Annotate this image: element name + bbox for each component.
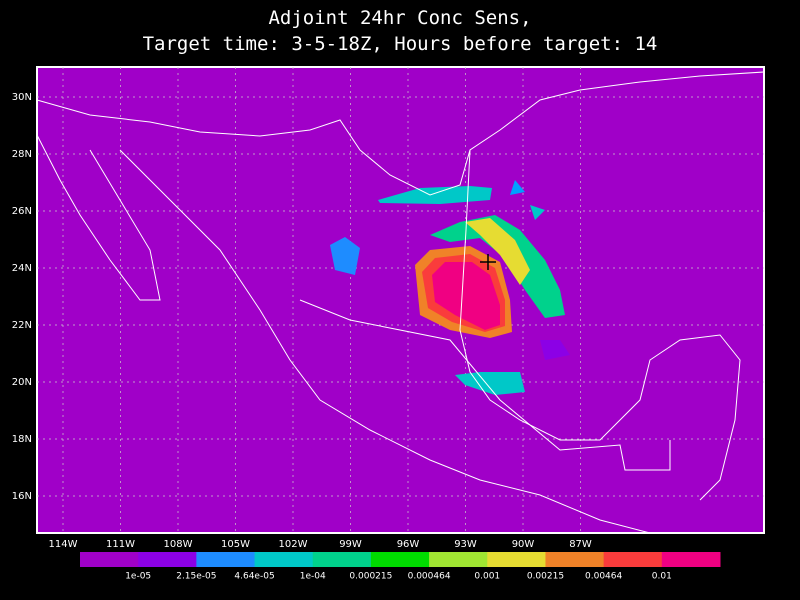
lon-label: 90W	[512, 539, 535, 550]
lon-label: 108W	[164, 539, 193, 550]
colorbar-swatch	[138, 552, 197, 567]
colorbar-label: 0.00464	[585, 572, 622, 582]
colorbar-label: 0.000215	[349, 572, 392, 582]
contour	[510, 180, 525, 195]
contour	[430, 215, 565, 318]
lat-label: 30N	[12, 92, 32, 103]
colorbar-swatch	[545, 552, 605, 567]
sensitivity-field	[330, 180, 570, 395]
target-marker	[480, 254, 496, 270]
title-line: Adjoint 24hr Conc Sens,	[268, 7, 531, 29]
lat-label: 16N	[12, 491, 32, 502]
contour	[540, 340, 570, 360]
colorbar-swatch	[196, 552, 256, 567]
contour	[465, 218, 530, 285]
colorbar-swatch	[603, 552, 663, 567]
lat-label: 18N	[12, 434, 32, 445]
lon-label: 99W	[339, 539, 362, 550]
coast	[459, 149, 741, 501]
contour	[378, 186, 492, 204]
colorbar-swatch	[370, 552, 430, 567]
colorbar-swatch	[312, 552, 372, 567]
lon-label: 114W	[49, 539, 78, 550]
lon-label: 102W	[279, 539, 308, 550]
colorbar-label: 1e-05	[125, 572, 151, 582]
state-lines	[299, 299, 671, 471]
contour	[432, 262, 500, 330]
lon-label: 87W	[569, 539, 592, 550]
colorbar-label: 0.000464	[408, 572, 451, 582]
colorbar-label: 1e-04	[300, 572, 326, 582]
colorbar-swatch	[487, 552, 546, 567]
colorbar-swatch	[661, 552, 721, 567]
colorbar-label: 0.00215	[527, 572, 564, 582]
coast	[36, 134, 161, 301]
colorbar-label: 4.64e-05	[234, 572, 274, 582]
contour	[330, 237, 360, 275]
coast	[119, 149, 651, 534]
contour	[455, 372, 525, 395]
lat-label: 24N	[12, 263, 32, 274]
colorbar-label: 0.01	[652, 572, 672, 582]
colorbar-swatch	[254, 552, 314, 567]
contour	[530, 205, 545, 220]
border	[36, 71, 765, 196]
lon-label: 111W	[106, 539, 135, 550]
lon-label: 93W	[454, 539, 477, 550]
lat-label: 28N	[12, 149, 32, 160]
lat-label: 20N	[12, 377, 32, 388]
colorbar-swatch	[80, 552, 139, 567]
lat-label: 26N	[12, 206, 32, 217]
lat-label: 22N	[12, 320, 32, 331]
colorbar-label: 0.001	[474, 572, 500, 582]
grid	[37, 67, 764, 533]
coastlines	[36, 71, 765, 534]
colorbar-label: 2.15e-05	[176, 572, 216, 582]
colorbar-swatch	[429, 552, 488, 567]
title-line: Target time: 3-5-18Z, Hours before targe…	[143, 33, 658, 55]
colorbar: 1e-05 2.15e-05 4.64e-05 1e-04 0.000215 0.0004…	[80, 552, 721, 582]
lon-label: 105W	[221, 539, 250, 550]
lon-label: 96W	[397, 539, 420, 550]
